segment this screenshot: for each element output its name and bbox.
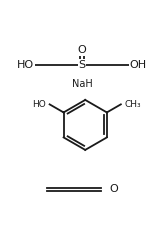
- Text: HO: HO: [17, 60, 34, 70]
- Text: OH: OH: [130, 60, 147, 70]
- Text: O: O: [78, 45, 86, 55]
- Text: NaH: NaH: [72, 79, 92, 89]
- Text: S: S: [78, 60, 86, 70]
- Text: CH₃: CH₃: [124, 100, 141, 109]
- Text: HO: HO: [32, 100, 46, 109]
- Text: O: O: [109, 184, 118, 194]
